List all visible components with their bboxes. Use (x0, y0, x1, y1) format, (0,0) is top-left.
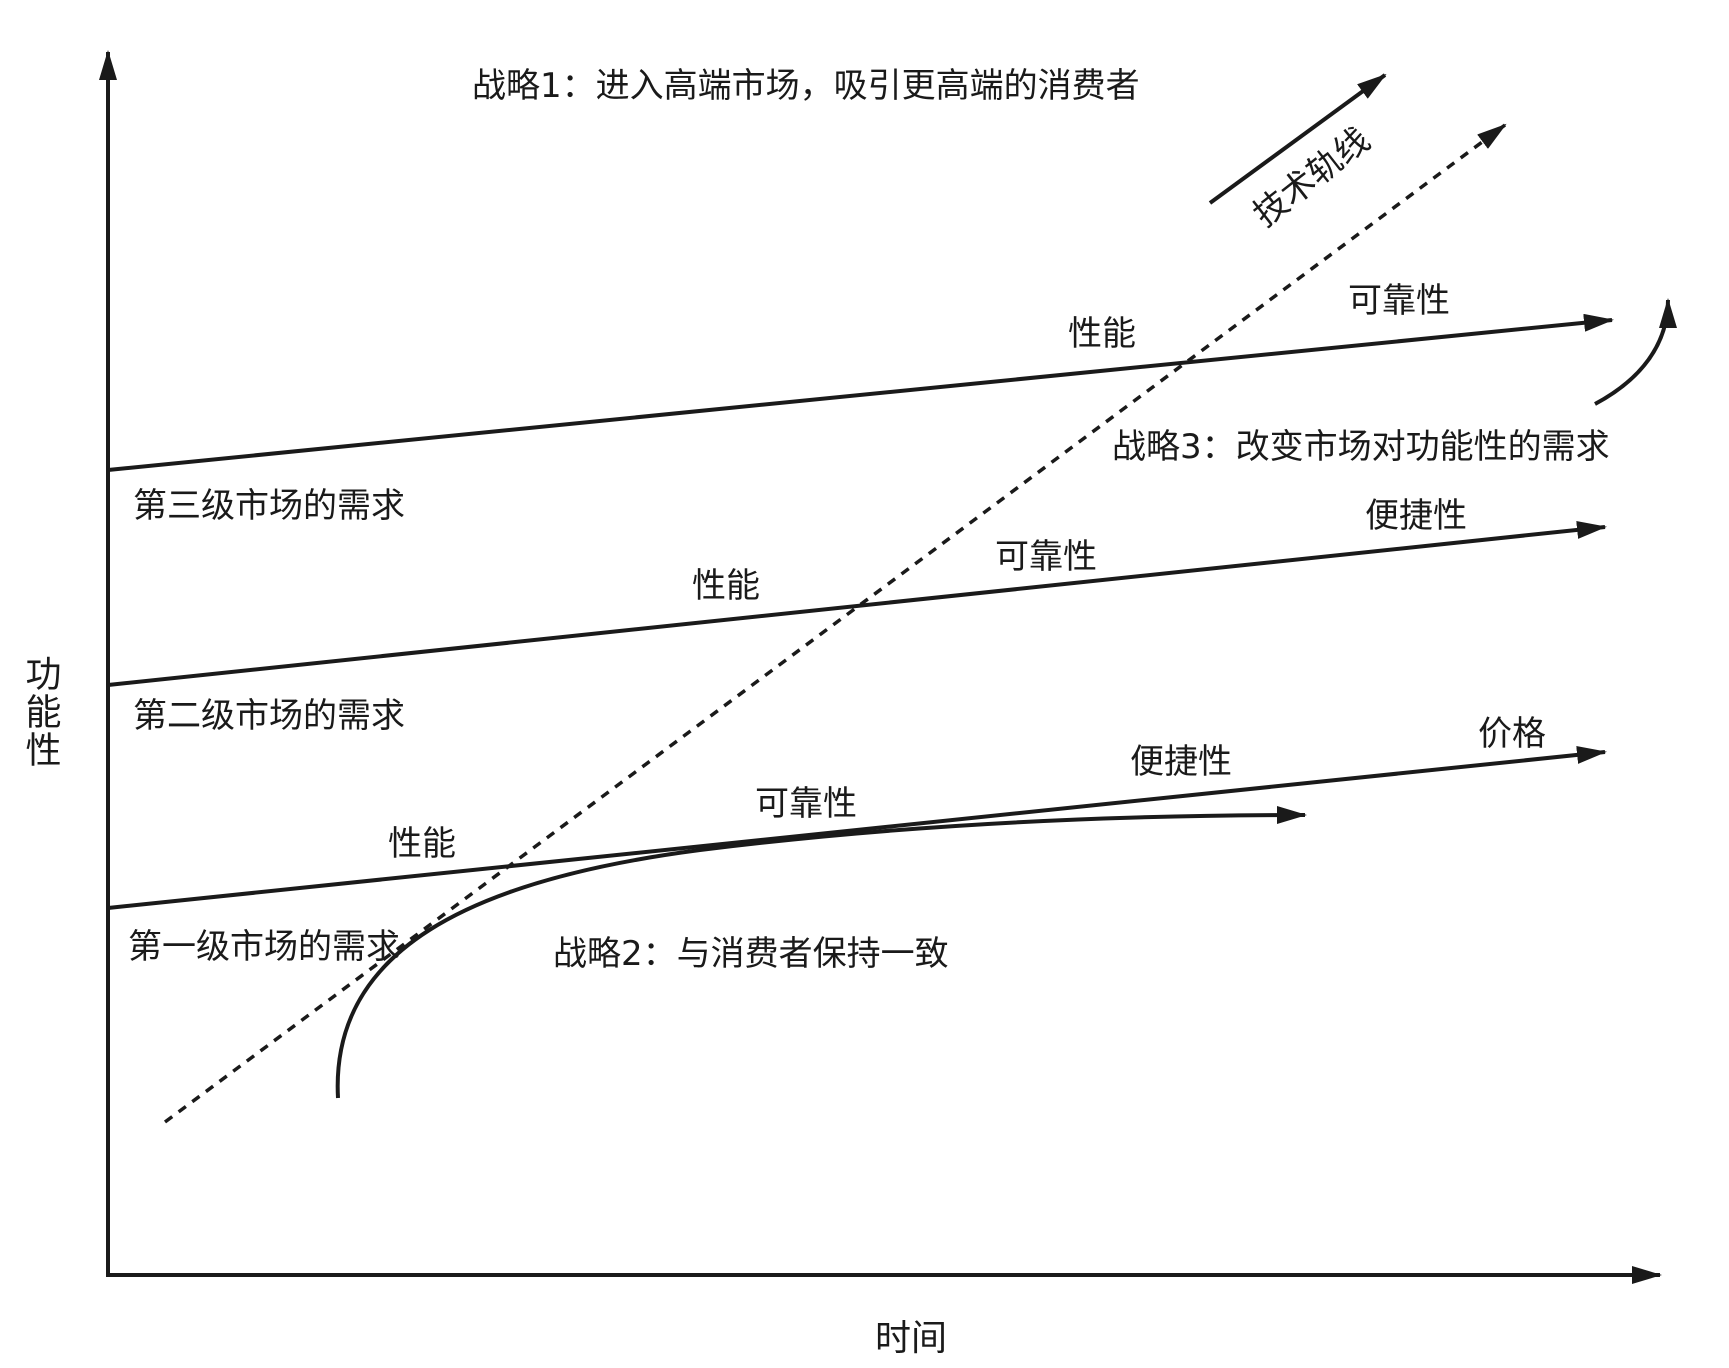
market-1-attr-performance: 性能 (388, 824, 456, 864)
market-2-attr-performance: 性能 (692, 566, 760, 606)
market-2-attr-reliability: 可靠性 (995, 537, 1097, 577)
market-1-attr-convenience: 便捷性 (1130, 742, 1232, 782)
strategy-1-arrow (1208, 73, 1387, 205)
market-3-label: 第三级市场的需求 (133, 486, 405, 526)
market-2-label: 第二级市场的需求 (133, 696, 405, 736)
market-1-label: 第一级市场的需求 (128, 927, 400, 967)
tech-trajectory-label: 技术轨线 (1246, 120, 1378, 235)
market-3-attr-reliability: 可靠性 (1348, 281, 1450, 321)
strategy-2-curve (335, 806, 1307, 1099)
market-2-demand-line (107, 520, 1607, 687)
market-2-attr-convenience: 便捷性 (1365, 496, 1467, 536)
strategy-2-label: 战略2：与消费者保持一致 (553, 934, 949, 974)
market-1-attr-price: 价格 (1478, 714, 1546, 754)
strategy-1-label: 战略1：进入高端市场，吸引更高端的消费者 (472, 66, 1140, 106)
x-axis-label: 时间 (875, 1318, 947, 1359)
market-1-demand-line (107, 745, 1607, 910)
y-axis-label: 功能性 (20, 655, 61, 769)
market-3-demand-line (107, 313, 1614, 472)
market-3-attr-performance: 性能 (1068, 314, 1136, 354)
strategy-3-label: 战略3：改变市场对功能性的需求 (1112, 427, 1610, 467)
strategy-3-curve (1594, 298, 1677, 406)
tech-trajectory-line (163, 123, 1507, 1124)
market-1-attr-reliability: 可靠性 (755, 784, 857, 824)
